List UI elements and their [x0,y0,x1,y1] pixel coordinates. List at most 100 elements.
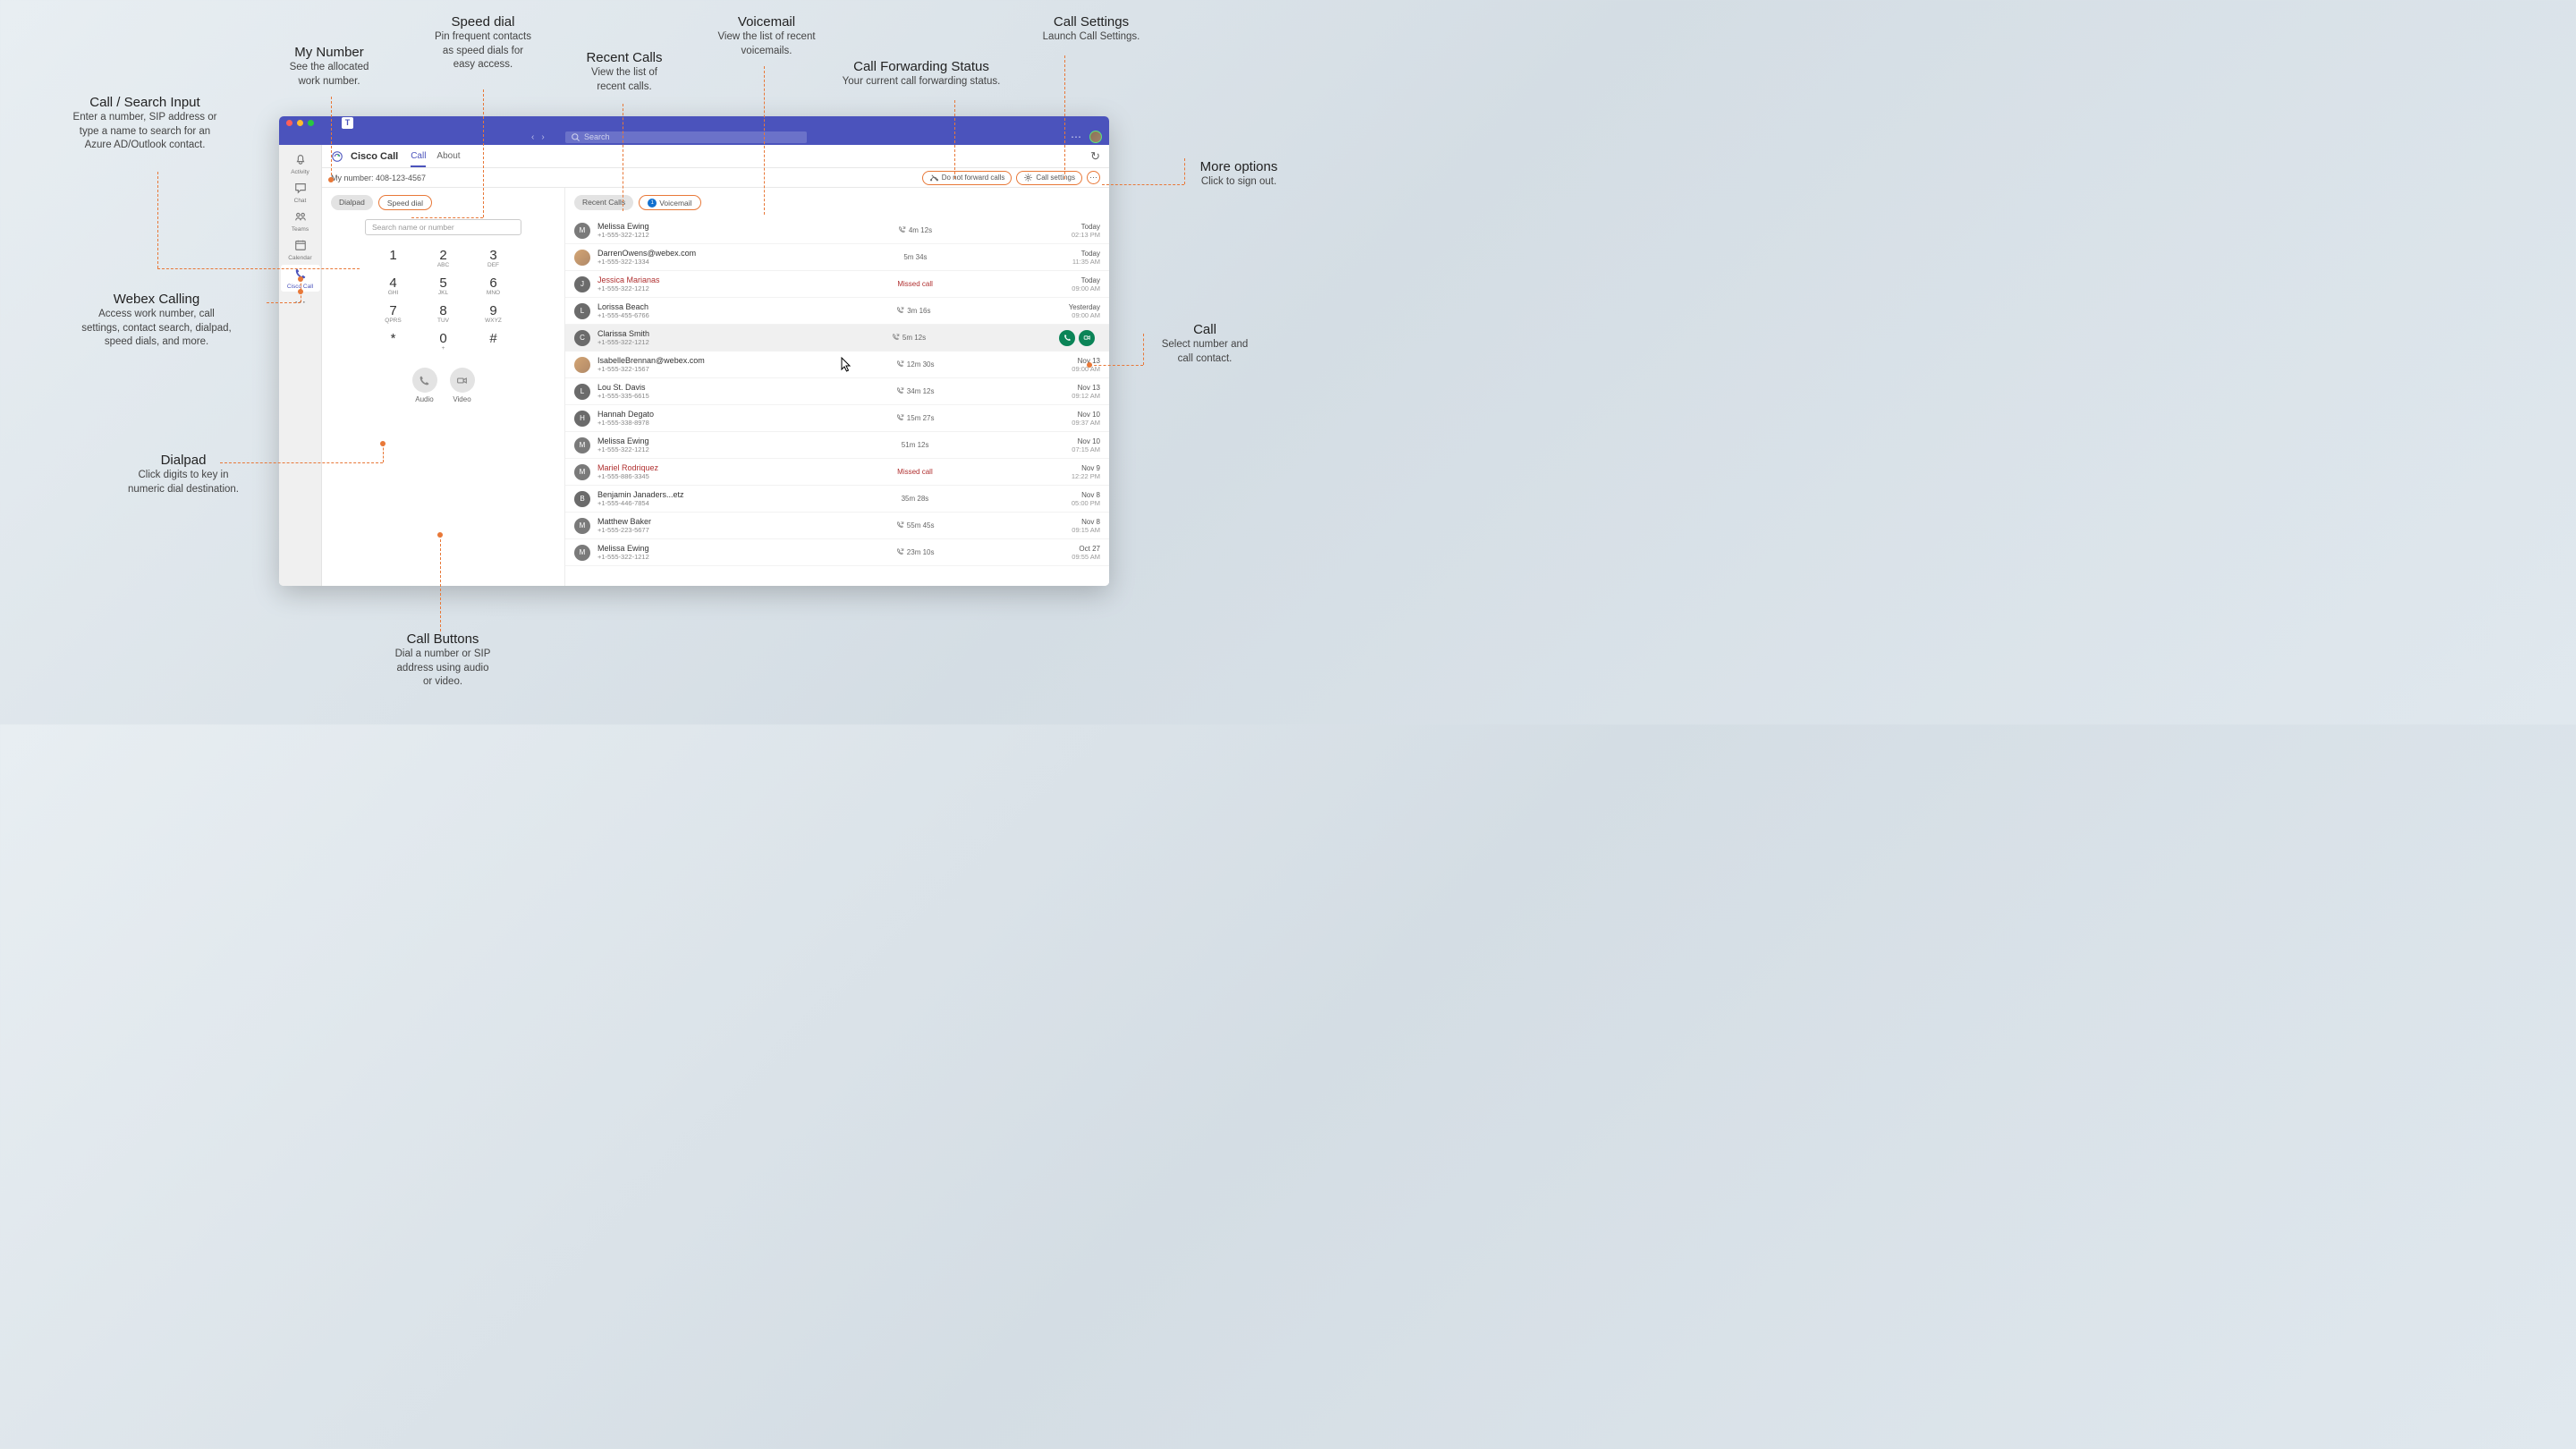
brand-name: Cisco Call [351,151,398,162]
video-call-button[interactable] [450,368,475,393]
callout-desc: Launch Call Settings. [1002,30,1181,45]
nav-buttons: ‹ › [531,132,545,142]
key-4[interactable]: 4GHI [377,275,411,296]
global-search[interactable]: Search [565,131,807,143]
call-row[interactable]: HHannah Degato+1-555-338-897815m 27sNov … [565,405,1109,432]
app-window: T ‹ › Search ⋯ ActivityChatTeamsCalendar… [279,116,1109,586]
video-label: Video [453,395,470,403]
row-audio-call[interactable] [1059,330,1075,346]
callout-call: Call Select number andcall contact. [1129,322,1281,366]
call-row[interactable]: MMatthew Baker+1-555-223-567755m 45sNov … [565,513,1109,539]
call-forwarding-pill[interactable]: Do not forward calls [922,171,1013,185]
call-row[interactable]: MMariel Rodriquez+1-555-886-3345Missed c… [565,459,1109,486]
tab-about[interactable]: About [436,146,460,166]
key-*[interactable]: * [377,331,411,352]
phone-icon [419,375,430,386]
titlebar: T [279,116,1109,129]
call-row[interactable]: LLou St. Davis+1-555-335-661534m 12sNov … [565,378,1109,405]
callout-title: Call / Search Input [38,95,252,110]
video-icon [456,375,468,386]
key-1[interactable]: 1 [377,248,411,268]
audio-call-button[interactable] [412,368,437,393]
key-5[interactable]: 5JKL [427,275,461,296]
more-options-button[interactable]: ⋯ [1087,171,1100,184]
key-0[interactable]: 0+ [427,331,461,352]
subheader: My number: 408-123-4567 Do not forward c… [322,168,1109,188]
fwd-label: Do not forward calls [942,174,1005,182]
settings-label: Call settings [1036,174,1075,182]
call-row[interactable]: MMelissa Ewing+1-555-322-121223m 10sOct … [565,539,1109,566]
key-6[interactable]: 6MNO [477,275,511,296]
key-#[interactable]: # [477,331,511,352]
refresh-icon[interactable]: ↻ [1090,149,1100,164]
tab-call[interactable]: Call [411,146,426,166]
callout-webex: Webex Calling Access work number, callse… [36,292,277,350]
pane-right: Recent Calls 1Voicemail MMelissa Ewing+1-… [565,188,1109,586]
call-row[interactable]: BBenjamin Janaders...etz+1-555-446-78543… [565,486,1109,513]
key-8[interactable]: 8TUV [427,303,461,324]
pane-left: DialpadSpeed dial Search name or number … [322,188,565,586]
dial-search-input[interactable]: Search name or number [365,219,521,235]
app-header: Cisco Call Call About ↻ [322,145,1109,168]
key-7[interactable]: 7QPRS [377,303,411,324]
call-row[interactable]: JJessica Marianas+1-555-322-1212Missed c… [565,271,1109,298]
callout-title: My Number [249,45,410,60]
call-row[interactable]: CClarissa Smith+1-555-322-12125m 12s [565,325,1109,352]
gear-icon [1023,173,1033,182]
teams-app-icon: T [342,117,353,129]
content: Cisco Call Call About ↻ My number: 408-12… [322,145,1109,586]
ltab-dialpad[interactable]: Dialpad [331,195,373,210]
key-2[interactable]: 2ABC [427,248,461,268]
callout-call-buttons: Call Buttons Dial a number or SIPaddress… [349,631,537,690]
window-maximize[interactable] [308,120,314,126]
callout-title: Webex Calling [36,292,277,307]
call-row[interactable]: LLorissa Beach+1-555-455-67663m 16sYeste… [565,298,1109,325]
callout-more-options: More options Click to sign out. [1163,159,1315,190]
right-tabs: Recent Calls 1Voicemail [565,188,1109,217]
callout-title: More options [1163,159,1315,174]
panes: DialpadSpeed dial Search name or number … [322,188,1109,586]
user-avatar[interactable] [1089,131,1102,143]
forward-off-icon [929,173,939,182]
ltab-speed-dial[interactable]: Speed dial [378,195,432,210]
callout-title: Call [1129,322,1281,337]
rtab-voicemail[interactable]: 1Voicemail [639,195,700,210]
callout-desc: View the list of recentvoicemails. [682,30,852,58]
callout-my-number: My Number See the allocatedwork number. [249,45,410,89]
callout-desc: Enter a number, SIP address ortype a nam… [38,111,252,153]
cisco-logo-icon [331,150,343,163]
main: ActivityChatTeamsCalendarCisco Call⋯ Cis… [279,145,1109,586]
key-9[interactable]: 9WXYZ [477,303,511,324]
rtab-recent-calls[interactable]: Recent Calls [574,195,633,210]
callout-call-fwd: Call Forwarding Status Your current call… [805,59,1038,89]
window-close[interactable] [286,120,292,126]
rail-item-activity[interactable]: Activity [281,150,320,177]
left-rail: ActivityChatTeamsCalendarCisco Call⋯ [279,145,322,586]
call-row[interactable]: MMelissa Ewing+1-555-322-12124m 12sToday… [565,217,1109,244]
nav-back[interactable]: ‹ [531,132,534,142]
callout-title: Recent Calls [544,50,705,65]
callout-desc: Click digits to key innumeric dial desti… [89,469,277,496]
row-video-call[interactable] [1079,330,1095,346]
callout-call-settings: Call Settings Launch Call Settings. [1002,14,1181,45]
dialpad: 1 2ABC 3DEF 4GHI 5JKL 6MNO 7QPRS 8TUV 9WXYZ * 0+ # [377,248,511,352]
callout-desc: Click to sign out. [1163,175,1315,190]
topbar-more[interactable]: ⋯ [1071,131,1082,143]
call-row[interactable]: DarrenOwens@webex.com+1-555-322-13345m 3… [565,244,1109,271]
callout-title: Call Buttons [349,631,537,647]
call-row[interactable]: MMelissa Ewing+1-555-322-121251m 12sNov … [565,432,1109,459]
window-minimize[interactable] [297,120,303,126]
callout-voicemail: Voicemail View the list of recentvoicema… [682,14,852,58]
call-settings-pill[interactable]: Call settings [1016,171,1082,185]
key-3[interactable]: 3DEF [477,248,511,268]
call-row[interactable]: IsabelleBrennan@webex.com+1-555-322-1567… [565,352,1109,378]
rail-item-chat[interactable]: Chat [281,179,320,206]
header-tabs: Call About [411,146,460,166]
rail-item-teams[interactable]: Teams [281,208,320,234]
callout-dialpad: Dialpad Click digits to key innumeric di… [89,453,277,496]
callout-title: Speed dial [394,14,572,30]
rail-item-calendar[interactable]: Calendar [281,236,320,263]
nav-forward[interactable]: › [541,132,544,142]
left-tabs: Dialpad Speed dial [331,195,555,210]
search-icon [571,132,580,142]
